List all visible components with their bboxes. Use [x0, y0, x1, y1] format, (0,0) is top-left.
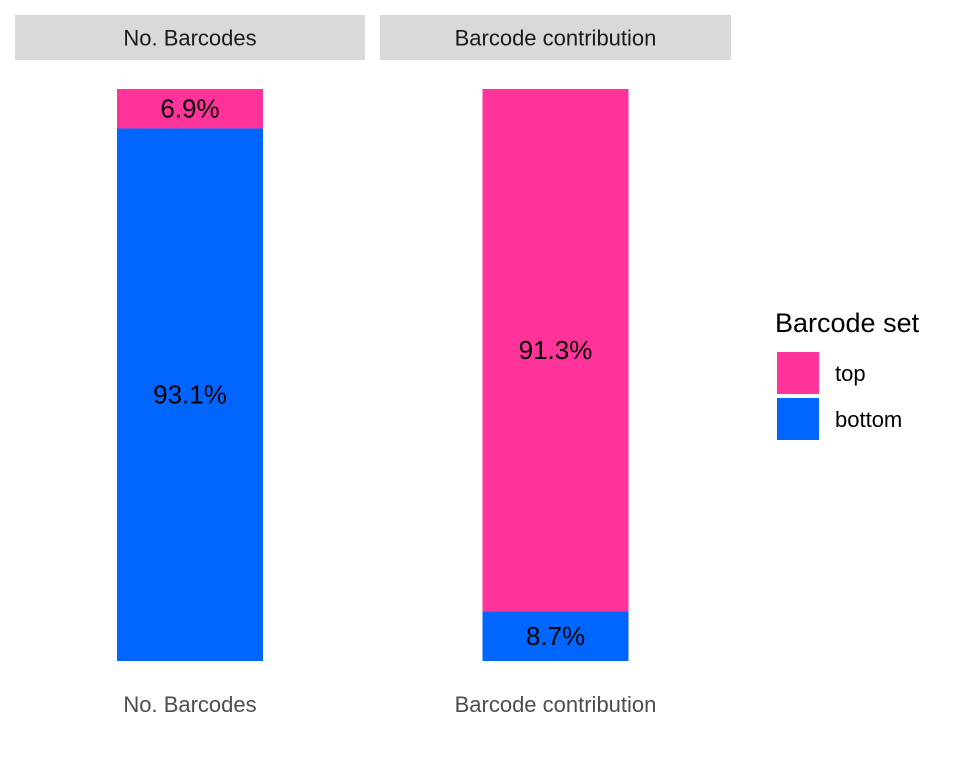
bar-segment-top — [482, 89, 629, 612]
data-label-top: 91.3% — [519, 335, 593, 365]
facet-no-barcodes: No. Barcodes 6.9% 93.1% No. Barcodes — [15, 15, 365, 717]
legend-label: top — [835, 361, 866, 386]
legend: Barcode set top bottom — [775, 308, 920, 440]
data-label-top: 6.9% — [160, 94, 219, 124]
facet-strip-background — [380, 15, 731, 60]
facets-layer: No. Barcodes 6.9% 93.1% No. Barcodes Barcode… — [15, 15, 731, 717]
legend-item-bottom: bottom — [777, 398, 902, 440]
legend-swatch — [777, 398, 819, 440]
data-label-bottom: 8.7% — [526, 621, 585, 651]
x-tick-label: No. Barcodes — [123, 692, 256, 717]
data-label-bottom: 93.1% — [153, 380, 227, 410]
facet-strip-background — [15, 15, 365, 60]
x-tick-label: Barcode contribution — [455, 692, 657, 717]
legend-swatch — [777, 352, 819, 394]
bar-segment-bottom — [482, 611, 629, 661]
facet-strip-label: No. Barcodes — [123, 26, 256, 51]
legend-item-top: top — [777, 352, 866, 394]
facet-strip-label: Barcode contribution — [455, 26, 657, 51]
bar-segment-top — [117, 89, 263, 129]
legend-label: bottom — [835, 407, 902, 432]
legend-items: top bottom — [777, 352, 902, 440]
legend-title: Barcode set — [775, 308, 920, 338]
facet-barcode-contribution: Barcode contribution 91.3% 8.7% Barcode con… — [380, 15, 731, 717]
bar-segment-bottom — [117, 128, 263, 661]
